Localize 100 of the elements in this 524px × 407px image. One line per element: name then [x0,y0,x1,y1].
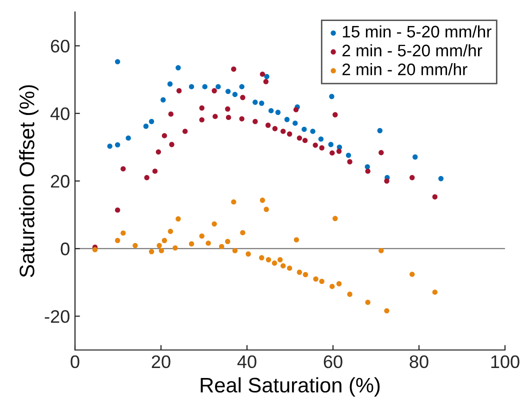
point [212,221,217,227]
point [239,84,244,90]
x-tick-label: 80 [410,355,428,368]
point [188,241,194,246]
point [293,107,299,112]
x-tick-label: 0 [70,355,80,368]
point [346,152,352,158]
point [212,88,217,94]
point [296,270,302,275]
point [168,228,174,234]
point [231,199,236,205]
point [225,88,231,94]
legend-label: 2 min - 5-20 mm/hr [342,44,482,56]
point [263,79,269,84]
point [120,166,126,172]
point [212,114,218,120]
point [172,245,178,251]
point [225,238,230,244]
y-tick-label: 40 [50,107,70,120]
point [246,251,251,257]
point [232,92,238,98]
point [240,230,246,236]
point [107,144,112,149]
point [347,159,352,164]
point [410,272,415,277]
point [296,135,302,141]
point [266,257,272,262]
point [240,94,246,100]
point [176,216,181,222]
point [148,249,154,254]
point [347,292,352,297]
point [432,290,438,295]
point [92,247,98,252]
point [160,97,166,102]
point [162,238,168,244]
legend-label: 15 min - 5-20 mm/hr [342,25,492,38]
y-tick-label: -20 [44,310,70,323]
point [284,116,290,122]
point [319,278,324,284]
point [280,128,286,134]
point [312,142,318,148]
point [280,263,286,268]
point [232,248,238,254]
point [148,118,154,124]
point [225,106,230,112]
point [169,142,174,148]
point [167,81,173,87]
point [199,105,204,111]
point [318,136,324,142]
point [264,74,270,80]
point [114,207,120,213]
point [364,164,370,170]
point [278,257,283,262]
point [168,111,174,117]
point [231,66,236,72]
point [162,133,168,138]
point [328,142,334,148]
x-tick-label: 20 [152,355,170,368]
point [377,128,382,134]
point [302,272,308,278]
point [310,128,316,134]
point [156,149,162,155]
point [319,145,324,150]
point [412,154,418,160]
point [156,242,162,248]
point [365,168,370,174]
point [286,131,292,137]
point [176,88,182,94]
point [202,84,208,90]
point [264,206,269,212]
point [114,238,120,244]
point [292,120,298,126]
point [120,230,126,236]
point [330,150,335,156]
x-tick-label: 60 [324,355,342,368]
point [378,248,384,254]
point [219,244,224,250]
x-tick-label: 100 [491,355,520,368]
x-tick-label: 40 [237,355,256,368]
point [158,248,164,254]
point [265,122,271,128]
point [259,100,264,106]
point [384,178,390,184]
point [330,284,335,290]
point [216,84,221,90]
y-tick-label: 0 [60,242,70,256]
point [252,118,258,124]
point [332,216,338,222]
point [438,176,444,182]
point [199,233,204,239]
point [206,240,211,246]
point [176,65,181,70]
point [286,266,292,271]
point [329,94,334,100]
point [239,116,244,122]
point [336,148,342,154]
point [302,138,308,144]
point [384,308,390,314]
point [365,300,370,305]
point [260,198,266,203]
